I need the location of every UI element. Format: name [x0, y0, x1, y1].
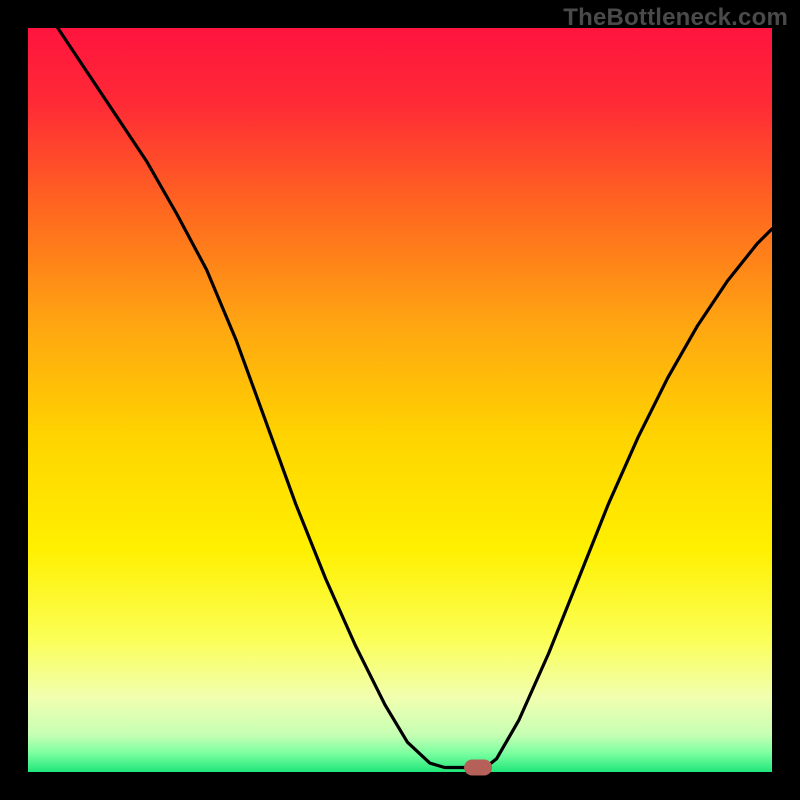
chart-svg — [0, 0, 800, 800]
plot-background — [28, 28, 772, 772]
optimum-marker — [464, 760, 492, 776]
bottleneck-chart: TheBottleneck.com — [0, 0, 800, 800]
watermark-text: TheBottleneck.com — [563, 4, 788, 32]
